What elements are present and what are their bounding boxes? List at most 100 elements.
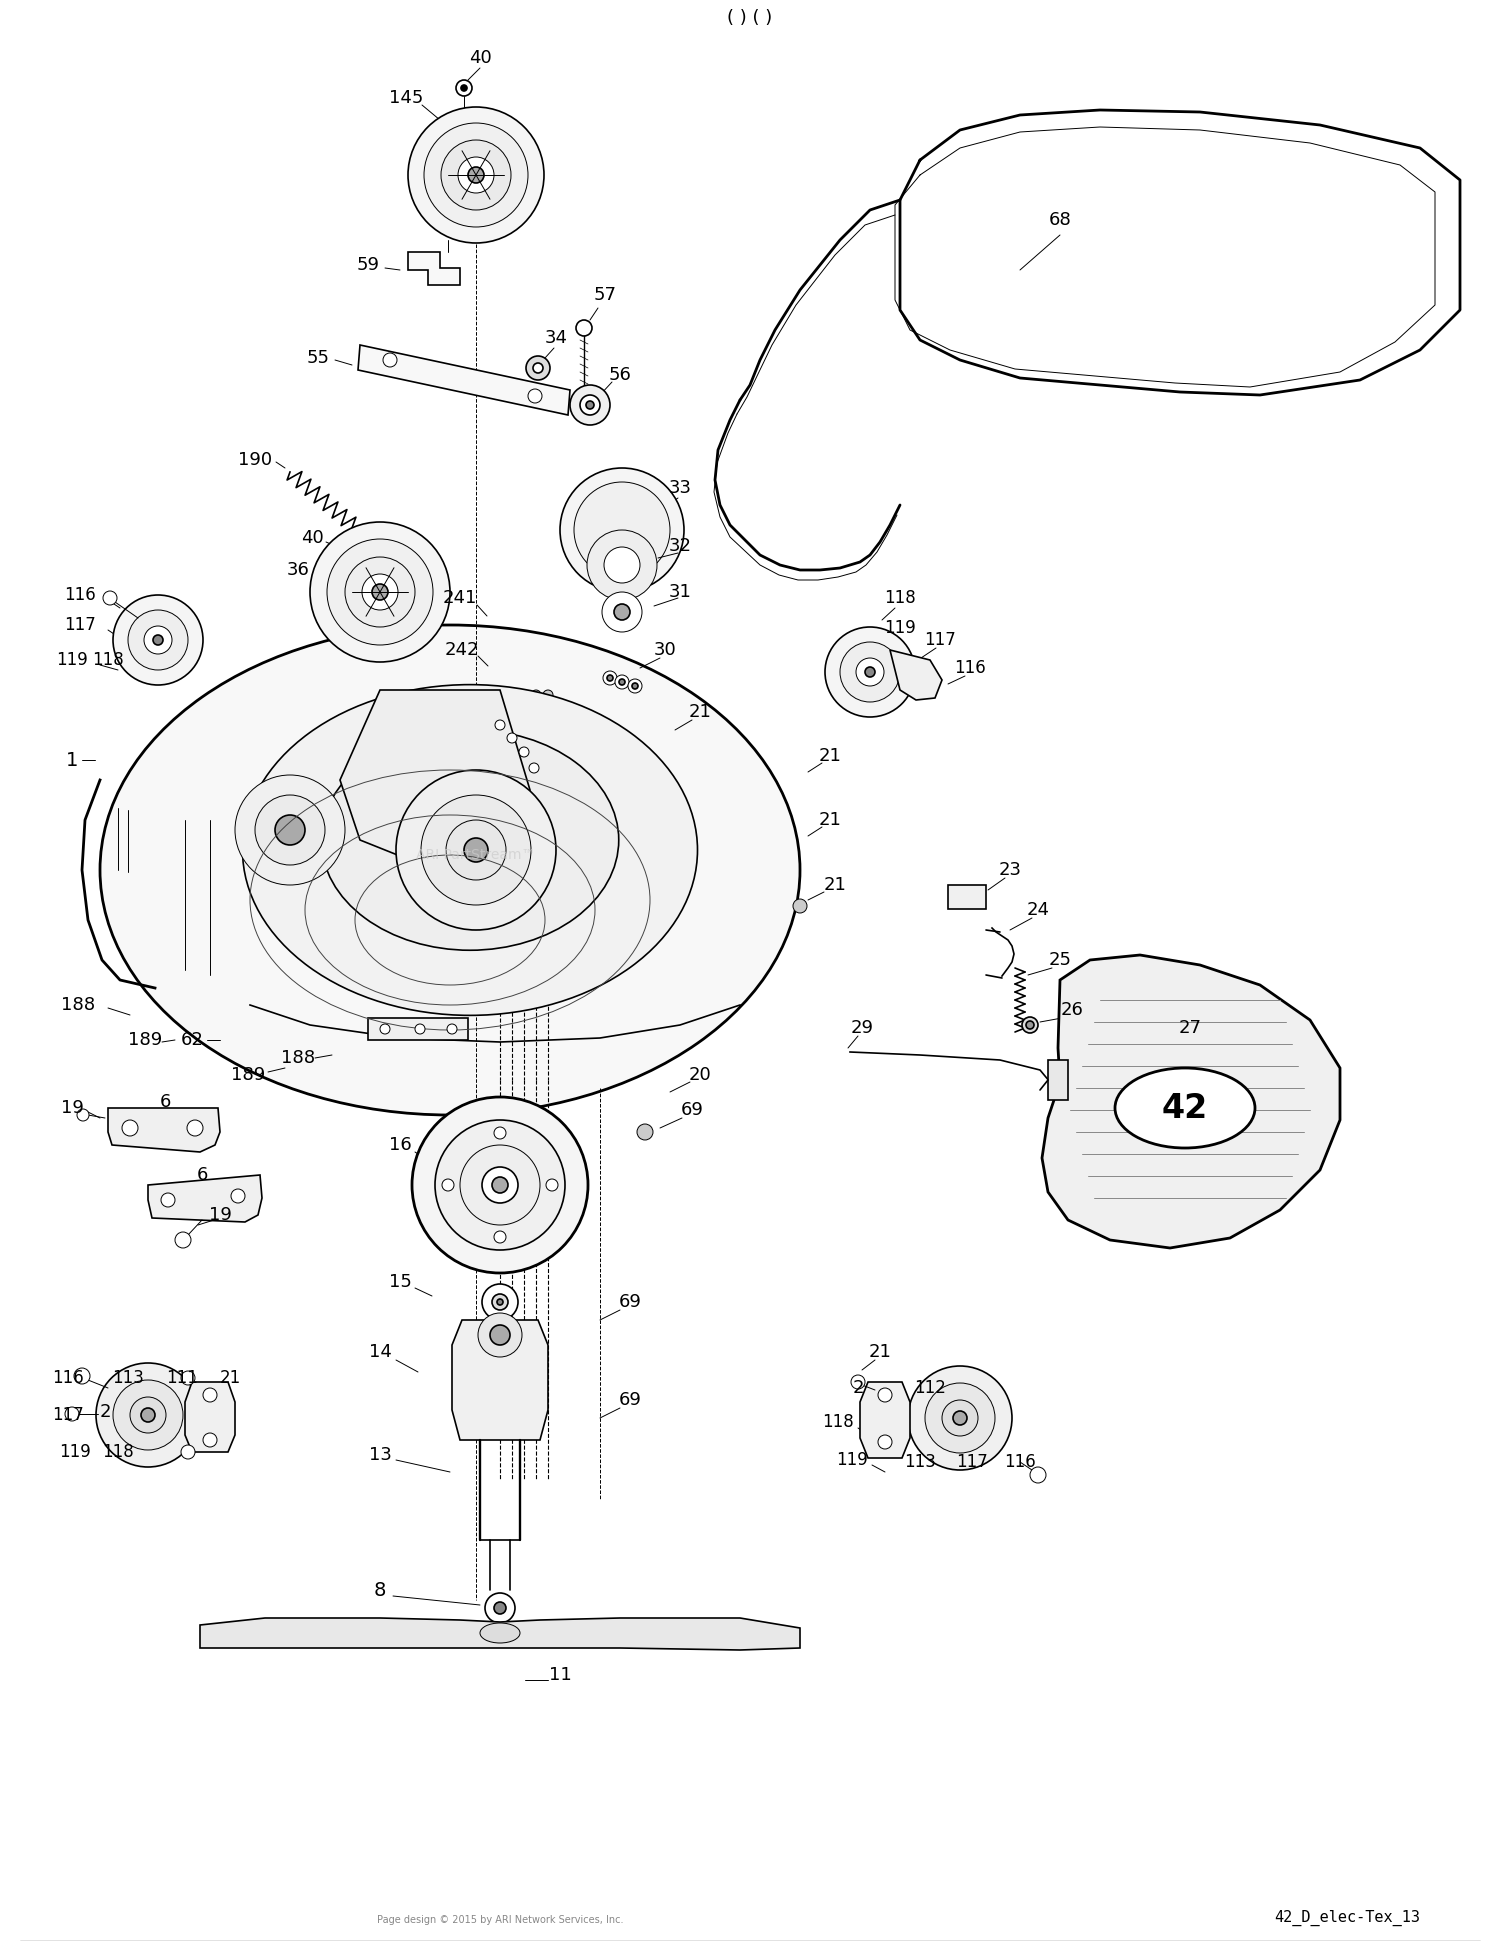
Text: 25: 25 <box>1048 951 1071 968</box>
Circle shape <box>396 769 556 929</box>
Text: 119: 119 <box>56 652 88 670</box>
Polygon shape <box>452 1320 548 1441</box>
Polygon shape <box>890 650 942 701</box>
Circle shape <box>494 1232 506 1243</box>
Circle shape <box>413 1097 588 1273</box>
Text: 118: 118 <box>102 1443 134 1460</box>
Circle shape <box>64 1407 80 1421</box>
Text: 112: 112 <box>914 1378 946 1398</box>
Circle shape <box>122 1120 138 1136</box>
Text: 2: 2 <box>99 1403 111 1421</box>
Circle shape <box>507 689 518 701</box>
Circle shape <box>528 388 542 402</box>
Circle shape <box>236 775 345 884</box>
Circle shape <box>1026 1021 1033 1029</box>
Circle shape <box>608 675 613 681</box>
Circle shape <box>176 1232 190 1247</box>
Polygon shape <box>184 1382 236 1452</box>
Circle shape <box>339 543 357 560</box>
Circle shape <box>878 1435 892 1448</box>
Circle shape <box>492 1177 508 1193</box>
Circle shape <box>530 763 538 773</box>
Circle shape <box>942 1400 978 1437</box>
Text: 42_D_elec-Tex_13: 42_D_elec-Tex_13 <box>1274 1909 1420 1927</box>
Circle shape <box>327 539 434 644</box>
Circle shape <box>620 679 626 685</box>
Text: 40: 40 <box>468 49 492 66</box>
Circle shape <box>202 1433 217 1446</box>
Text: 188: 188 <box>280 1048 315 1068</box>
Text: 55: 55 <box>306 349 330 367</box>
Circle shape <box>478 1314 522 1357</box>
Circle shape <box>310 521 450 662</box>
Text: 241: 241 <box>442 590 477 607</box>
Circle shape <box>76 1109 88 1120</box>
Circle shape <box>580 394 600 416</box>
Circle shape <box>255 794 326 865</box>
Circle shape <box>345 556 416 627</box>
Text: 26: 26 <box>1060 1001 1083 1019</box>
Text: 21: 21 <box>819 748 842 765</box>
Circle shape <box>531 689 542 701</box>
Text: 19: 19 <box>60 1099 84 1117</box>
Text: 34: 34 <box>544 330 567 347</box>
Circle shape <box>603 671 616 685</box>
Text: 6: 6 <box>196 1165 207 1185</box>
Bar <box>368 1019 468 1040</box>
Text: 111: 111 <box>166 1368 198 1388</box>
Text: Page design © 2015 by ARI Network Services, Inc.: Page design © 2015 by ARI Network Servic… <box>376 1915 624 1925</box>
Text: 116: 116 <box>954 660 986 677</box>
Text: 116: 116 <box>53 1368 84 1388</box>
Circle shape <box>570 385 610 426</box>
Text: 116: 116 <box>64 586 96 603</box>
Circle shape <box>908 1366 1013 1470</box>
Circle shape <box>507 734 518 744</box>
Text: 40: 40 <box>300 529 324 547</box>
Text: 30: 30 <box>654 640 676 660</box>
Circle shape <box>794 900 807 914</box>
Circle shape <box>926 1384 994 1452</box>
Text: ( ) ( ): ( ) ( ) <box>728 10 772 27</box>
Circle shape <box>144 627 172 654</box>
Text: 8: 8 <box>374 1581 386 1599</box>
Circle shape <box>460 1146 540 1226</box>
Text: 21: 21 <box>688 703 711 720</box>
Circle shape <box>74 1368 90 1384</box>
Text: 21: 21 <box>868 1343 891 1361</box>
Circle shape <box>856 658 883 685</box>
Circle shape <box>638 1124 652 1140</box>
Text: 117: 117 <box>53 1405 84 1425</box>
Text: 189: 189 <box>231 1066 266 1083</box>
Circle shape <box>586 531 657 599</box>
Polygon shape <box>108 1109 220 1152</box>
Circle shape <box>543 689 554 701</box>
Polygon shape <box>200 1618 800 1649</box>
Text: 6: 6 <box>159 1093 171 1111</box>
Circle shape <box>482 1284 518 1320</box>
Text: 20: 20 <box>688 1066 711 1083</box>
Text: 145: 145 <box>388 90 423 107</box>
Circle shape <box>546 1179 558 1191</box>
Circle shape <box>112 1380 183 1450</box>
Circle shape <box>188 1120 202 1136</box>
Circle shape <box>878 1388 892 1402</box>
Text: ARI PartStream™: ARI PartStream™ <box>417 847 536 863</box>
Circle shape <box>182 1444 195 1458</box>
Circle shape <box>526 355 550 381</box>
Circle shape <box>632 683 638 689</box>
Circle shape <box>1030 1468 1045 1484</box>
Circle shape <box>160 1193 176 1206</box>
Circle shape <box>560 468 684 591</box>
Circle shape <box>456 80 472 96</box>
Text: 69: 69 <box>681 1101 703 1118</box>
Circle shape <box>532 363 543 373</box>
Circle shape <box>182 1370 195 1386</box>
Polygon shape <box>358 346 570 416</box>
Circle shape <box>408 107 544 242</box>
Text: 113: 113 <box>904 1452 936 1472</box>
Circle shape <box>628 679 642 693</box>
Text: 13: 13 <box>369 1446 392 1464</box>
Text: 42: 42 <box>1162 1091 1208 1124</box>
Circle shape <box>1022 1017 1038 1033</box>
Text: 11: 11 <box>549 1665 572 1685</box>
